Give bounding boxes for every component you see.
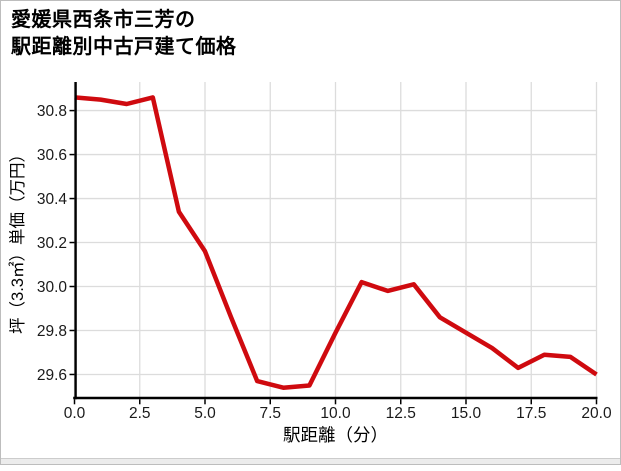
axes-spines [73,82,598,400]
svg-text:29.8: 29.8 [37,323,67,340]
x-axis-label: 駅距離（分） [283,425,388,445]
price-series-line [74,95,598,390]
svg-text:30.4: 30.4 [37,191,68,208]
svg-text:30.6: 30.6 [37,147,67,164]
chart-title: 愛媛県西条市三芳の 駅距離別中古戸建て価格 [11,7,237,61]
svg-text:5.0: 5.0 [194,405,216,422]
svg-text:30.8: 30.8 [37,103,67,120]
gridlines [73,82,598,398]
svg-text:15.0: 15.0 [451,405,482,422]
tick-marks [69,109,598,405]
svg-text:20.0: 20.0 [581,405,612,422]
svg-text:12.5: 12.5 [386,405,416,422]
svg-text:7.5: 7.5 [259,405,281,422]
x-tick-labels: 0.0 2.5 5.0 7.5 10.0 12.5 15.0 17.5 20.0 [64,405,612,422]
svg-text:30.2: 30.2 [37,235,67,252]
chart-title-line1: 愛媛県西条市三芳の [11,9,196,31]
svg-text:2.5: 2.5 [129,405,151,422]
svg-text:30.0: 30.0 [37,279,68,296]
svg-text:29.6: 29.6 [37,367,67,384]
y-tick-labels: 29.6 29.8 30.0 30.2 30.4 30.6 30.8 [37,103,68,384]
svg-text:17.5: 17.5 [516,405,546,422]
svg-text:10.0: 10.0 [320,405,351,422]
chart-title-line2: 駅距離別中古戸建て価格 [11,36,237,58]
bottom-border-strip [1,458,620,464]
y-axis-label: 坪（3.3㎡）単価（万円） [8,146,27,334]
svg-text:0.0: 0.0 [64,405,86,422]
